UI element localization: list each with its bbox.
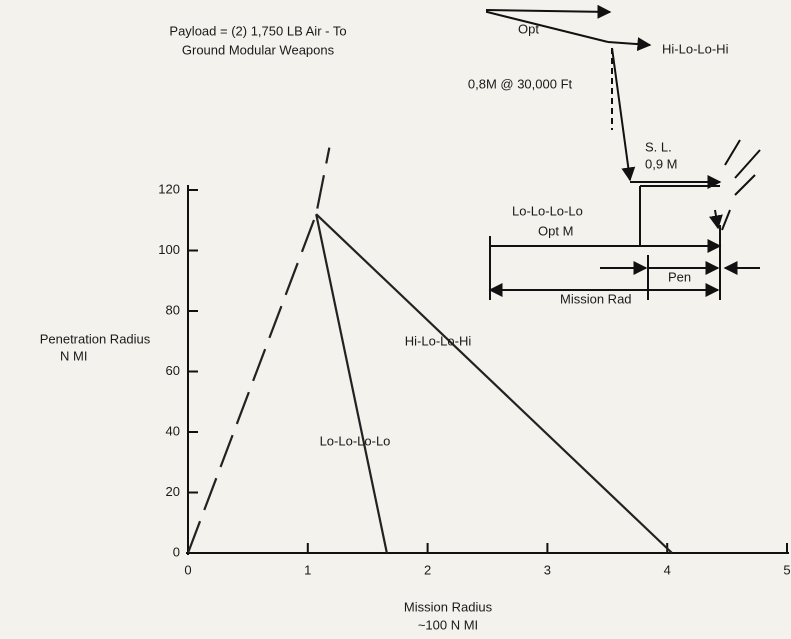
x-tick-label: 2 [424, 562, 431, 577]
y-tick-label: 40 [166, 423, 180, 438]
x-tick-label: 0 [184, 562, 191, 577]
profile-label: S. L. [645, 139, 672, 154]
series-line [315, 213, 388, 554]
y-tick-label: 60 [166, 363, 180, 378]
x-axis-label: ~100 N MI [418, 617, 478, 632]
profile-label: Pen [668, 269, 691, 284]
profile-label: Hi-Lo-Lo-Hi [662, 41, 729, 56]
x-axis-label: Mission Radius [404, 599, 493, 614]
profile-label: Opt M [538, 223, 573, 238]
y-tick-label: 80 [166, 302, 180, 317]
series-line [315, 213, 673, 554]
profile-label: Opt [518, 21, 539, 36]
x-tick-label: 1 [304, 562, 311, 577]
y-axis-label: Penetration Radius [40, 331, 151, 346]
y-axis-label: N MI [60, 348, 87, 363]
payload-note: Ground Modular Weapons [182, 42, 335, 57]
payload-note: Payload = (2) 1,750 LB Air - To [169, 23, 346, 38]
profile-label: 0,9 M [645, 156, 678, 171]
series-line [186, 147, 331, 554]
series-label: Hi-Lo-Lo-Hi [405, 333, 472, 348]
y-tick-label: 20 [166, 484, 180, 499]
profile-label: Lo-Lo-Lo-Lo [512, 203, 583, 218]
profile-label: Mission Rad [560, 291, 632, 306]
y-tick-label: 100 [158, 242, 180, 257]
series-label: Lo-Lo-Lo-Lo [320, 433, 391, 448]
x-tick-label: 3 [544, 562, 551, 577]
y-tick-label: 120 [158, 181, 180, 196]
x-tick-label: 5 [783, 562, 790, 577]
y-tick-label: 0 [173, 544, 180, 559]
x-tick-label: 4 [664, 562, 671, 577]
profile-label: 0,8M @ 30,000 Ft [468, 76, 573, 91]
profile-diagram [486, 4, 761, 300]
